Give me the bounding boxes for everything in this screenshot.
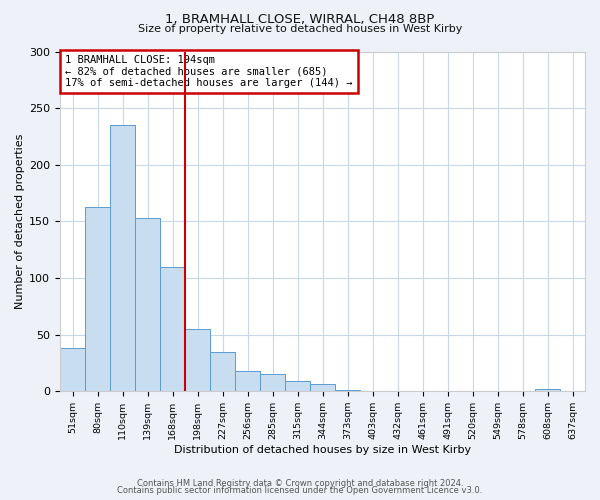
- Text: Contains HM Land Registry data © Crown copyright and database right 2024.: Contains HM Land Registry data © Crown c…: [137, 478, 463, 488]
- Text: Size of property relative to detached houses in West Kirby: Size of property relative to detached ho…: [138, 24, 462, 34]
- Bar: [210, 352, 235, 391]
- Bar: [135, 218, 160, 391]
- Text: Contains public sector information licensed under the Open Government Licence v3: Contains public sector information licen…: [118, 486, 482, 495]
- Bar: [160, 266, 185, 391]
- Bar: [235, 371, 260, 391]
- Bar: [260, 374, 285, 391]
- Bar: [535, 389, 560, 391]
- Bar: [185, 329, 210, 391]
- Bar: [85, 206, 110, 391]
- Bar: [110, 125, 135, 391]
- Bar: [285, 381, 310, 391]
- Bar: [310, 384, 335, 391]
- Text: 1, BRAMHALL CLOSE, WIRRAL, CH48 8BP: 1, BRAMHALL CLOSE, WIRRAL, CH48 8BP: [166, 12, 434, 26]
- Y-axis label: Number of detached properties: Number of detached properties: [15, 134, 25, 309]
- X-axis label: Distribution of detached houses by size in West Kirby: Distribution of detached houses by size …: [174, 445, 471, 455]
- Text: 1 BRAMHALL CLOSE: 194sqm
← 82% of detached houses are smaller (685)
17% of semi-: 1 BRAMHALL CLOSE: 194sqm ← 82% of detach…: [65, 55, 353, 88]
- Bar: [335, 390, 360, 391]
- Bar: [60, 348, 85, 391]
